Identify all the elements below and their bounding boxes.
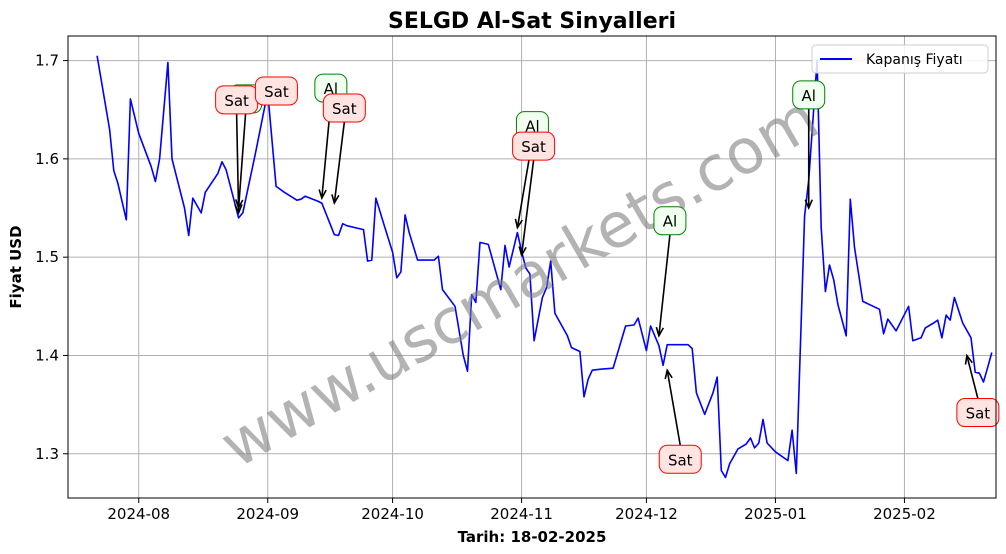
signal-arrow-line [658, 234, 671, 336]
signal-arrow-line [966, 355, 979, 399]
signal-label: Sat [224, 92, 249, 110]
x-axis-label: Tarih: 18-02-2025 [458, 528, 607, 546]
signal-arrow-head [664, 368, 673, 380]
y-tick-label: 1.4 [35, 346, 59, 364]
signal-arrow-head [518, 246, 527, 258]
x-tick-label: 2025-02 [873, 505, 936, 523]
y-tick-label: 1.6 [35, 150, 59, 168]
y-tick-label: 1.7 [35, 52, 59, 70]
y-tick-label: 1.3 [35, 445, 59, 463]
signal-box [512, 131, 556, 161]
signal-annotation-sell: Sat [956, 353, 1000, 428]
signal-arrow-head [964, 353, 973, 365]
x-tick-label: 2024-08 [107, 505, 170, 523]
signal-label: Sat [332, 100, 357, 118]
signal-label: Al [663, 213, 677, 231]
signal-arrow-line [666, 370, 682, 446]
x-axis: 2024-08 2024-09 2024-10 2024-11 2024-12 2025-… [107, 498, 936, 523]
signal-arrow-head [655, 326, 665, 338]
signal-arrow-line [520, 160, 535, 256]
signal-arrow-line [235, 113, 240, 213]
x-tick-label: 2024-12 [615, 505, 678, 523]
signal-label: Al [525, 118, 539, 136]
y-axis-label: Fiyat USD [7, 225, 25, 308]
signal-arrow-head [514, 218, 523, 230]
y-axis: 1.3 1.4 1.5 1.6 1.7 [35, 52, 68, 463]
signal-box [658, 444, 702, 474]
x-tick-label: 2024-10 [361, 505, 424, 523]
signal-annotation-sell: Sat [658, 368, 702, 474]
x-tick-label: 2024-09 [236, 505, 299, 523]
chart-title: SELGD Al-Sat Sinyalleri [388, 9, 676, 34]
legend-box [811, 44, 989, 74]
signal-annotation-sell: Sat [215, 85, 259, 215]
signal-label: Al [802, 87, 816, 105]
signal-annotation-sell: Sat [254, 76, 298, 106]
signal-label: Sat [521, 138, 546, 156]
signals-layer: AlSatSatAlSatAlSatAlSatAlSat [215, 73, 1000, 474]
legend-label: Kapanış Fiyatı [866, 52, 963, 68]
signal-arrow-line [237, 112, 247, 208]
signal-box [254, 76, 298, 106]
signal-label: Sat [668, 451, 693, 469]
signal-label: Sat [966, 405, 991, 423]
signal-arrow-line [333, 121, 346, 204]
signal-box [322, 93, 366, 123]
signal-arrow-head [331, 194, 340, 206]
x-tick-label: 2024-11 [490, 505, 553, 523]
legend: Kapanış Fiyatı [811, 44, 989, 74]
signal-label: Sat [264, 83, 289, 101]
signal-arrow-head [318, 189, 327, 201]
plot-frame [67, 35, 997, 499]
signal-annotation-buy: Al [653, 206, 687, 338]
y-tick-label: 1.5 [35, 248, 59, 266]
signal-annotation-buy: Al [792, 80, 826, 210]
signal-box [792, 80, 826, 110]
signal-box [653, 206, 687, 236]
signal-box [956, 398, 1000, 428]
signal-arrow-head [804, 199, 813, 210]
signal-annotation-sell: Sat [512, 131, 556, 258]
signal-annotation-sell: Sat [322, 93, 366, 206]
signal-arrow-head [234, 204, 243, 215]
x-tick-label: 2025-01 [744, 505, 807, 523]
